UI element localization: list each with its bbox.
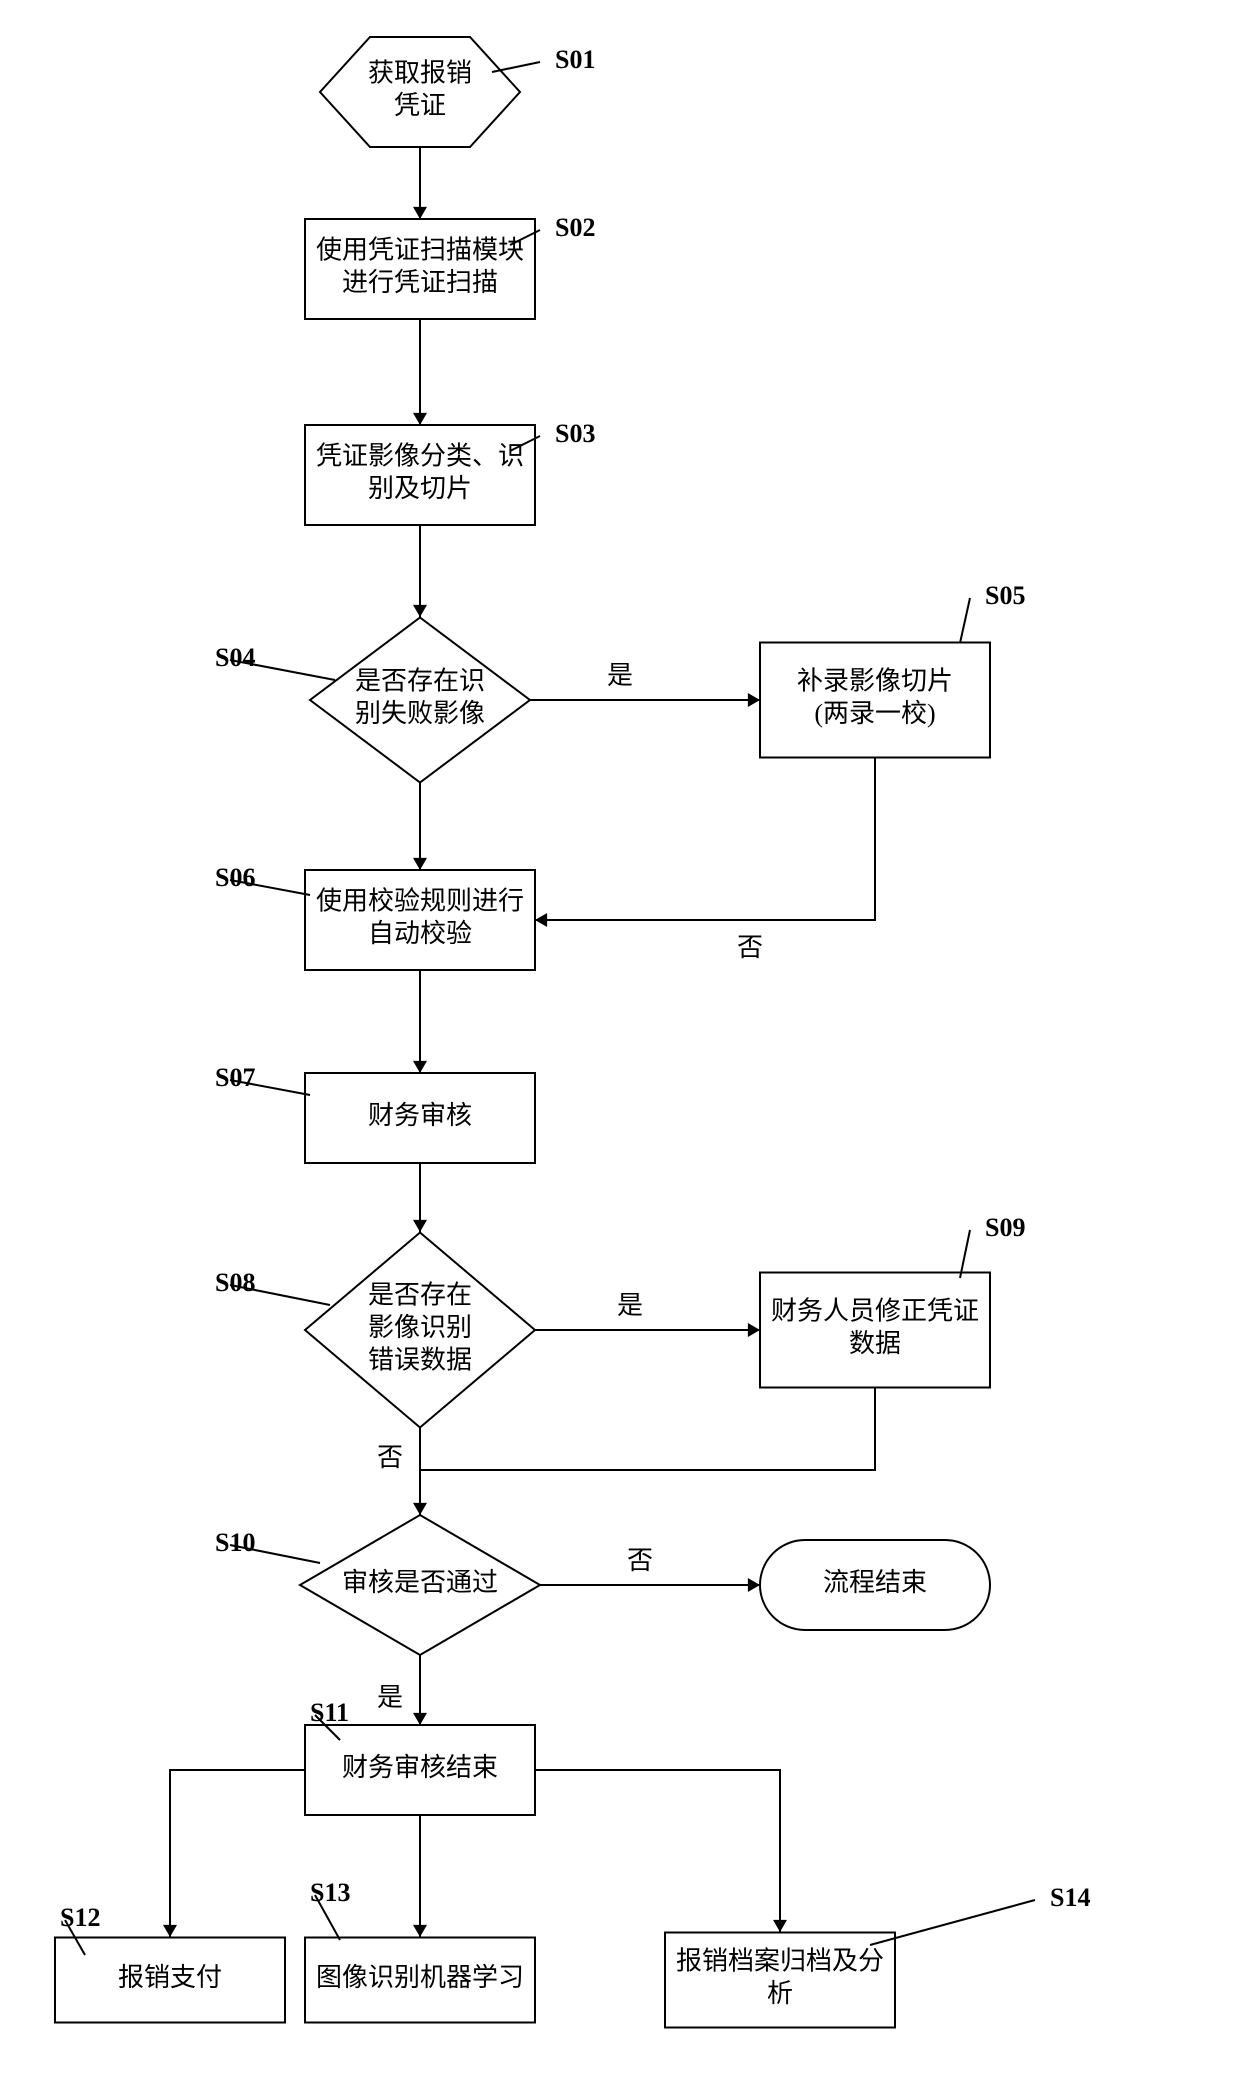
svg-text:S14: S14 — [1050, 1883, 1090, 1912]
svg-text:财务人员修正凭证: 财务人员修正凭证 — [771, 1297, 979, 1326]
svg-text:错误数据: 错误数据 — [368, 1345, 472, 1374]
svg-text:获取报销: 获取报销 — [368, 59, 472, 88]
svg-text:是: 是 — [617, 1291, 643, 1320]
svg-text:财务审核: 财务审核 — [368, 1101, 472, 1130]
flowchart-diagram: 是否是否否是获取报销凭证使用凭证扫描模块进行凭证扫描凭证影像分类、识别及切片是否… — [0, 0, 1240, 2088]
svg-text:(两录一校): (两录一校) — [814, 699, 935, 728]
svg-text:使用凭证扫描模块: 使用凭证扫描模块 — [316, 236, 524, 265]
svg-text:S09: S09 — [985, 1213, 1025, 1242]
svg-text:析: 析 — [767, 1979, 793, 2008]
svg-text:补录影像切片: 补录影像切片 — [797, 667, 953, 696]
svg-text:否: 否 — [377, 1443, 403, 1472]
svg-text:S10: S10 — [215, 1528, 255, 1557]
svg-text:S02: S02 — [555, 213, 595, 242]
svg-text:是否存在识: 是否存在识 — [355, 667, 485, 696]
svg-text:别及切片: 别及切片 — [368, 474, 472, 503]
svg-text:审核是否通过: 审核是否通过 — [342, 1568, 498, 1597]
svg-text:影像识别: 影像识别 — [368, 1313, 472, 1342]
svg-text:S03: S03 — [555, 419, 595, 448]
svg-text:报销档案归档及分: 报销档案归档及分 — [676, 1947, 884, 1976]
svg-text:流程结束: 流程结束 — [823, 1568, 927, 1597]
svg-text:S11: S11 — [310, 1698, 349, 1727]
svg-text:自动校验: 自动校验 — [368, 919, 472, 948]
svg-text:是: 是 — [607, 661, 633, 690]
svg-text:财务审核结束: 财务审核结束 — [342, 1753, 498, 1782]
svg-text:S05: S05 — [985, 581, 1025, 610]
svg-text:否: 否 — [627, 1546, 653, 1575]
svg-text:S06: S06 — [215, 863, 255, 892]
svg-text:是: 是 — [377, 1683, 403, 1712]
svg-text:否: 否 — [737, 933, 763, 962]
svg-text:进行凭证扫描: 进行凭证扫描 — [342, 268, 498, 297]
svg-text:数据: 数据 — [849, 1329, 901, 1358]
svg-text:报销支付: 报销支付 — [118, 1963, 222, 1992]
svg-text:S08: S08 — [215, 1268, 255, 1297]
svg-text:凭证: 凭证 — [394, 91, 446, 120]
svg-text:图像识别机器学习: 图像识别机器学习 — [316, 1963, 524, 1992]
svg-text:S04: S04 — [215, 643, 255, 672]
svg-text:使用校验规则进行: 使用校验规则进行 — [316, 887, 524, 916]
svg-text:是否存在: 是否存在 — [368, 1280, 472, 1309]
svg-text:凭证影像分类、识: 凭证影像分类、识 — [316, 442, 524, 471]
svg-text:S07: S07 — [215, 1063, 255, 1092]
svg-text:S13: S13 — [310, 1878, 350, 1907]
svg-text:别失败影像: 别失败影像 — [355, 699, 485, 728]
svg-text:S01: S01 — [555, 45, 595, 74]
svg-text:S12: S12 — [60, 1903, 100, 1932]
